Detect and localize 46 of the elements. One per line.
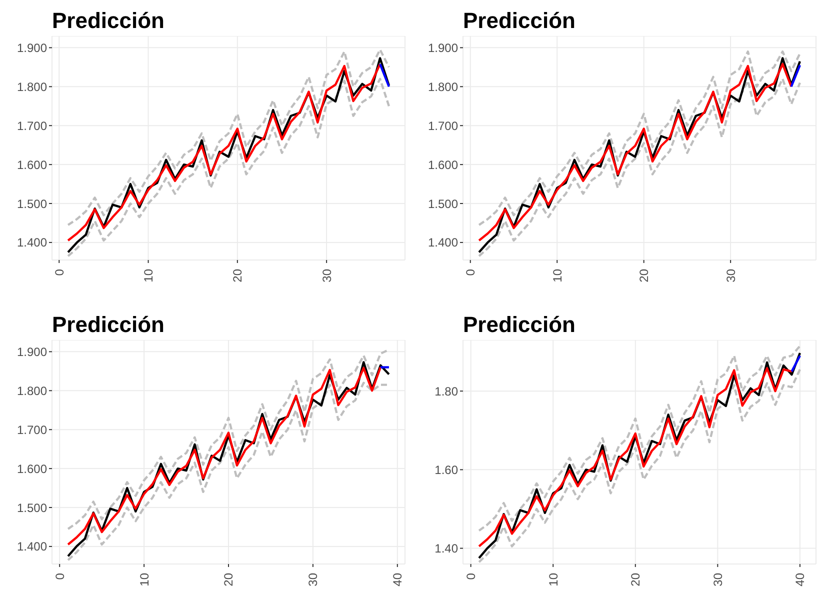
- x-tick-label: 10: [546, 572, 560, 586]
- x-tick-label: 30: [320, 268, 334, 282]
- y-tick-label: 1.60: [434, 462, 458, 477]
- x-tick-label: 10: [137, 572, 152, 586]
- y-tick-label: 1.900: [16, 40, 48, 55]
- y-tick-label: 1.800: [428, 80, 458, 94]
- x-tick-label: 40: [390, 572, 405, 586]
- x-tick-label: 30: [710, 572, 725, 586]
- y-tick-label: 1.900: [16, 344, 48, 359]
- y-tick-label: 1.400: [16, 236, 48, 250]
- x-tick-label: 20: [230, 268, 245, 282]
- y-tick-label: 1.500: [16, 196, 48, 211]
- x-tick-label: 0: [464, 572, 478, 580]
- y-tick-label: 1.700: [428, 118, 458, 133]
- y-tick-label: 1.600: [16, 158, 48, 172]
- line-series: [66, 48, 390, 226]
- chart-title: Predicción: [52, 312, 164, 338]
- y-tick-label: 1.600: [428, 158, 458, 172]
- x-tick-label: 40: [793, 572, 808, 586]
- x-tick-label: 0: [52, 268, 66, 276]
- x-tick-label: 10: [141, 268, 156, 282]
- chart-title: Predicción: [463, 8, 576, 34]
- y-tick-label: 1.500: [16, 500, 48, 515]
- line-series: [478, 344, 802, 532]
- x-tick-label: 0: [52, 572, 67, 580]
- y-tick-label: 1.400: [428, 236, 458, 250]
- y-tick-label: 1.800: [16, 384, 48, 398]
- x-tick-label: 20: [628, 572, 643, 586]
- y-tick-label: 1.700: [16, 118, 48, 133]
- y-tick-label: 1.800: [16, 80, 48, 94]
- x-tick-label: 30: [306, 572, 320, 586]
- y-tick-label: 1.400: [16, 540, 48, 554]
- line-series: [478, 50, 802, 226]
- y-tick-label: 1.700: [16, 422, 48, 437]
- y-tick-label: 1.40: [434, 542, 458, 556]
- y-tick-label: 1.900: [428, 40, 458, 55]
- chart-title: Predicción: [463, 312, 576, 338]
- y-tick-label: 1.500: [428, 196, 458, 211]
- x-tick-label: 30: [724, 268, 738, 282]
- y-tick-label: 1.80: [434, 384, 458, 398]
- chart-title: Predicción: [52, 8, 164, 34]
- x-tick-label: 10: [550, 268, 564, 282]
- x-tick-label: 20: [637, 268, 652, 282]
- x-tick-label: 20: [222, 572, 236, 586]
- y-tick-label: 1.600: [16, 462, 48, 476]
- x-tick-label: 0: [464, 268, 478, 276]
